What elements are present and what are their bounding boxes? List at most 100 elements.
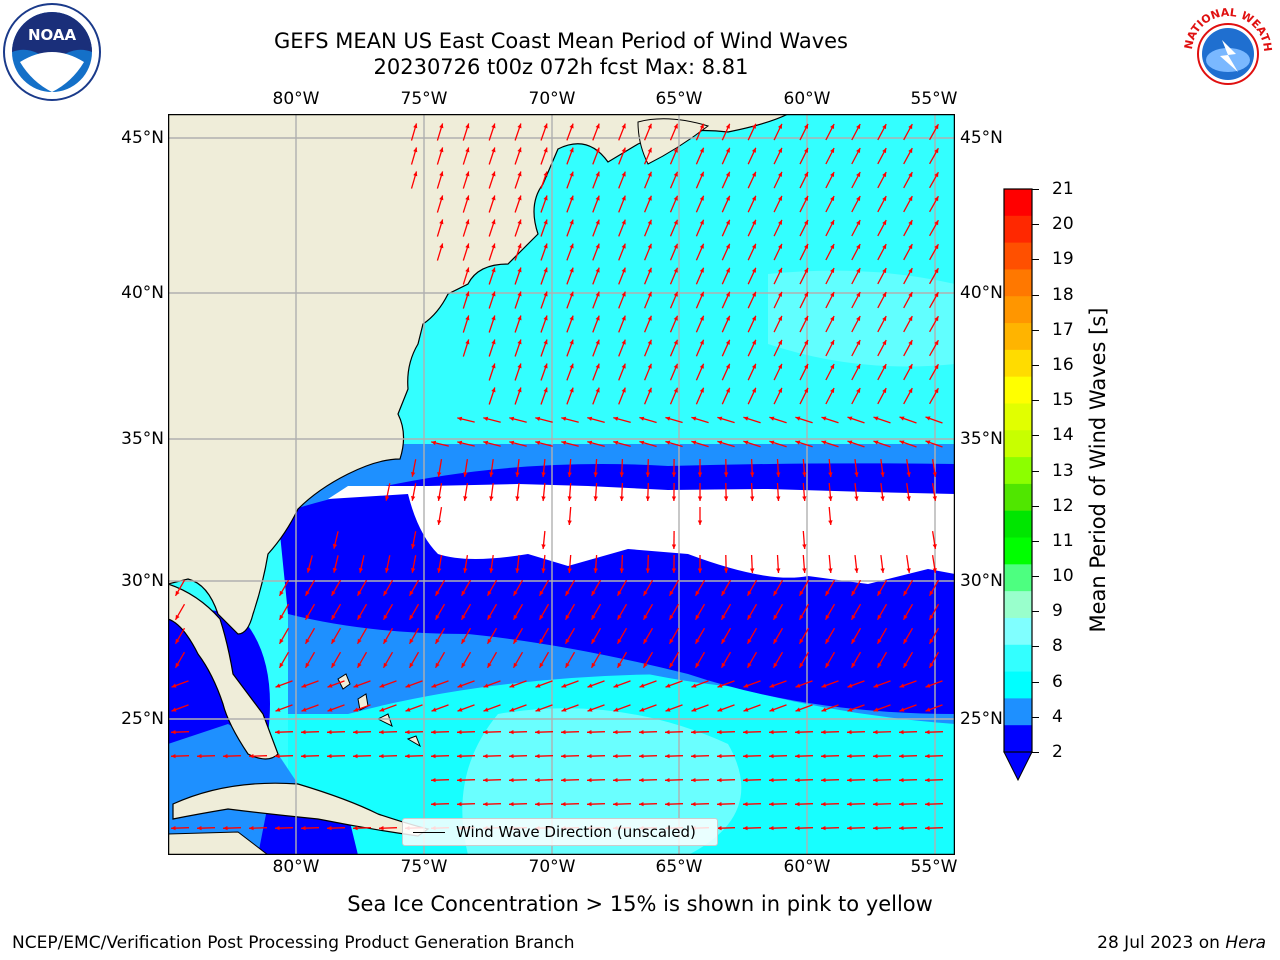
colorbar-segment (1004, 269, 1032, 297)
wave-arrow-head (725, 123, 730, 129)
wave-arrow-head (847, 683, 853, 688)
wave-arrow-head (743, 826, 748, 831)
wave-arrow-head (830, 220, 835, 225)
wave-arrow-head (491, 339, 496, 345)
colorbar-tick-mark (1032, 716, 1039, 718)
wave-arrow-head (925, 802, 930, 807)
wave-arrow-head (695, 590, 700, 596)
wave-arrow-head (908, 244, 913, 250)
wave-arrow-head (595, 267, 600, 273)
wave-arrow-head (906, 496, 911, 501)
wave-arrow-head (439, 123, 444, 129)
wave-arrow-head (665, 416, 671, 421)
nws-logo-icon: NATIONAL WEATHER SERVICE (1178, 2, 1276, 100)
wave-arrow-head (750, 568, 755, 573)
wave-arrow-head (197, 826, 202, 831)
wave-arrow-head (821, 416, 827, 421)
colorbar-tick-label: 11 (1052, 530, 1074, 551)
wave-arrow-head (587, 730, 592, 735)
wave-arrow-head (906, 472, 911, 477)
wave-arrow-head (643, 638, 648, 644)
wave-arrow-head (567, 568, 572, 573)
colorbar-extend-arrow (1003, 751, 1033, 782)
wave-arrow-head (717, 826, 722, 831)
colorbar-tick-label: 6 (1052, 671, 1063, 692)
wave-arrow-head (437, 568, 442, 573)
colorbar-tick-mark (1032, 681, 1039, 683)
wave-arrow-head (899, 802, 904, 807)
wave-arrow-head (595, 291, 600, 297)
wave-arrow-head (804, 339, 808, 345)
wave-arrow-head (880, 496, 885, 501)
wave-arrow-head (856, 124, 861, 129)
wave-arrow-head (457, 683, 463, 688)
wave-arrow-head (175, 662, 180, 668)
wave-arrow-head (539, 662, 544, 668)
wave-arrow-head (673, 267, 678, 273)
wave-arrow-head (619, 472, 624, 477)
wave-arrow-head (821, 707, 827, 712)
wave-arrow-head (804, 171, 808, 177)
wave-arrow-head (175, 638, 180, 644)
colorbar-segment (1004, 644, 1032, 673)
wave-arrow-head (619, 568, 624, 573)
wave-arrow-head (821, 778, 826, 783)
wave-arrow-head (647, 315, 652, 321)
wave-arrow-head (517, 387, 522, 393)
wave-arrow-head (847, 707, 853, 712)
wave-arrow-head (665, 754, 670, 759)
wave-arrow-head (383, 662, 388, 668)
wave-arrow-head (463, 472, 468, 477)
colorbar-segment (1004, 296, 1032, 324)
wave-arrow-head (491, 171, 496, 177)
wave-arrow-head (491, 123, 496, 129)
wave-arrow-head (882, 292, 887, 298)
wave-arrow-head (279, 590, 284, 596)
colorbar-segment (1004, 215, 1032, 244)
wave-arrow-head (773, 614, 778, 620)
wave-arrow-head (743, 730, 748, 735)
wave-arrow-head (932, 472, 937, 477)
wave-arrow-head (856, 220, 861, 225)
wave-arrow-head (925, 440, 931, 445)
wave-arrow-head (249, 826, 254, 831)
wave-arrow-head (513, 614, 518, 620)
wave-arrow-head (723, 568, 729, 573)
wave-arrow-head (621, 171, 626, 177)
footer-date: 28 Jul 2023 on Hera (1097, 933, 1266, 953)
wave-arrow-head (587, 778, 592, 783)
wave-arrow-head (327, 754, 332, 759)
wave-arrow-head (647, 219, 652, 225)
wave-arrow-head (877, 662, 882, 668)
wave-arrow-head (830, 364, 835, 369)
wave-arrow-head (483, 707, 489, 712)
wave-arrow-head (306, 567, 311, 573)
colorbar-segment (1004, 430, 1032, 458)
wave-arrow-head (619, 496, 624, 501)
wave-arrow-head (357, 662, 362, 668)
wave-arrow-head (171, 826, 176, 831)
wave-arrow-head (882, 268, 887, 274)
nova-scotia-land (637, 118, 710, 165)
wave-arrow-head (929, 638, 934, 644)
wave-arrow-head (899, 683, 905, 688)
wave-arrow-head (509, 778, 514, 783)
colorbar-tick-label: 8 (1052, 636, 1063, 657)
wave-arrow-head (643, 662, 648, 668)
wave-arrow-head (828, 568, 833, 573)
wave-arrow-head (465, 267, 470, 273)
wave-arrow-head (457, 730, 462, 735)
wave-arrow-head (595, 387, 600, 393)
wave-arrow-head (929, 614, 934, 620)
colorbar-tick-label: 13 (1052, 460, 1074, 481)
wave-arrow-head (847, 778, 852, 783)
wave-arrow-head (778, 315, 782, 321)
map-legend: Wind Wave Direction (unscaled) (402, 818, 718, 846)
wave-arrow-head (539, 614, 544, 620)
wave-arrow-head (621, 219, 626, 225)
wave-arrow-head (925, 707, 931, 712)
wave-arrow-head (647, 243, 652, 249)
wave-arrow-head (437, 520, 442, 525)
wave-arrow-head (565, 614, 570, 620)
wave-arrow-head (802, 544, 807, 549)
